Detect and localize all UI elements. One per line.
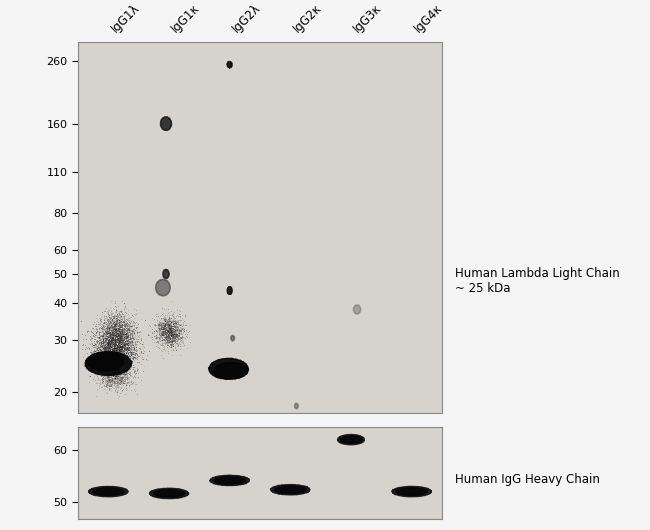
Polygon shape [78, 427, 442, 519]
Polygon shape [274, 486, 306, 493]
Polygon shape [88, 487, 128, 497]
Polygon shape [214, 476, 246, 484]
Text: Human Lambda Light Chain
~ 25 kDa: Human Lambda Light Chain ~ 25 kDa [455, 267, 619, 295]
Polygon shape [231, 335, 235, 341]
Text: IgG3κ: IgG3κ [351, 2, 385, 35]
Polygon shape [78, 42, 442, 413]
Polygon shape [87, 352, 124, 371]
Polygon shape [337, 435, 364, 445]
Polygon shape [163, 269, 169, 278]
Text: IgG2λ: IgG2λ [229, 2, 263, 35]
Text: IgG2κ: IgG2κ [291, 2, 324, 35]
Text: IgG1κ: IgG1κ [169, 2, 203, 35]
Text: IgG1λ: IgG1λ [109, 2, 142, 35]
Polygon shape [150, 488, 189, 499]
Polygon shape [392, 487, 431, 497]
Text: Human IgG Heavy Chain: Human IgG Heavy Chain [455, 473, 600, 486]
Polygon shape [396, 488, 428, 496]
Polygon shape [270, 484, 310, 495]
Polygon shape [214, 363, 248, 379]
Polygon shape [209, 358, 248, 379]
Text: IgG4κ: IgG4κ [411, 2, 445, 35]
Polygon shape [85, 351, 132, 375]
Polygon shape [340, 436, 362, 444]
Polygon shape [161, 117, 172, 130]
Polygon shape [210, 475, 250, 485]
Polygon shape [354, 305, 361, 314]
Polygon shape [294, 403, 298, 409]
Polygon shape [93, 488, 124, 496]
Polygon shape [227, 287, 232, 294]
Polygon shape [227, 61, 232, 68]
Polygon shape [155, 279, 170, 296]
Polygon shape [153, 490, 185, 497]
